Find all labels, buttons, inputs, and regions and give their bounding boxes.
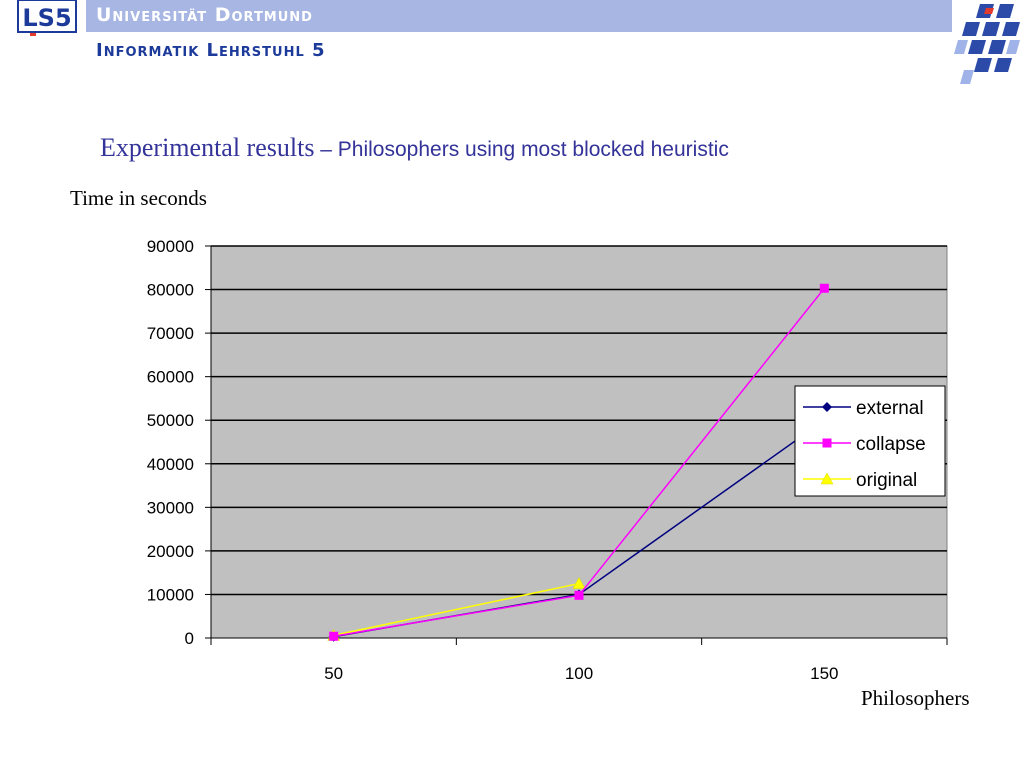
data-point-collapse: [329, 631, 339, 641]
university-name: Universität Dortmund: [96, 4, 313, 26]
y-tick-label: 20000: [147, 542, 194, 561]
legend-marker-original: [820, 472, 834, 485]
data-point-collapse: [574, 590, 584, 600]
y-tick-label: 90000: [147, 237, 194, 256]
x-axis-caption: Philosophers: [861, 686, 970, 710]
y-tick-label: 40000: [147, 455, 194, 474]
legend: [794, 385, 946, 497]
y-tick-label: 70000: [147, 324, 194, 343]
ls5-logo: LS5: [17, 0, 77, 36]
chair-name: Informatik Lehrstuhl 5: [96, 40, 326, 61]
y-tick-label: 0: [185, 629, 194, 648]
legend-label-original: original: [856, 470, 917, 491]
legend-marker-external: [822, 402, 832, 412]
y-axis-caption: Time in seconds: [70, 186, 207, 210]
x-tick-label: 100: [565, 664, 593, 683]
slide-title: Experimental results – Philosophers usin…: [100, 133, 729, 163]
y-tick-label: 30000: [147, 498, 194, 517]
y-tick-label: 50000: [147, 411, 194, 430]
x-tick-label: 150: [810, 664, 838, 683]
university-bar: [86, 0, 952, 32]
legend-marker-collapse: [822, 438, 832, 448]
slide-title-main: Experimental results: [100, 133, 315, 162]
x-tick-label: 50: [324, 664, 343, 683]
series-line-original: [333, 582, 580, 637]
data-point-collapse: [819, 283, 829, 293]
y-tick-label: 60000: [147, 368, 194, 387]
legend-label-collapse: collapse: [856, 434, 926, 455]
data-point-original: [572, 577, 586, 589]
legend-label-external: external: [856, 398, 924, 419]
header: LS5 Universität Dortmund Informatik Lehr…: [0, 0, 1024, 84]
y-tick-label: 10000: [147, 585, 194, 604]
slide-title-sub: – Philosophers using most blocked heuris…: [314, 138, 729, 161]
university-logo-icon: [954, 4, 1020, 84]
y-tick-label: 80000: [147, 281, 194, 300]
ls5-logo-text: LS5: [22, 4, 71, 32]
